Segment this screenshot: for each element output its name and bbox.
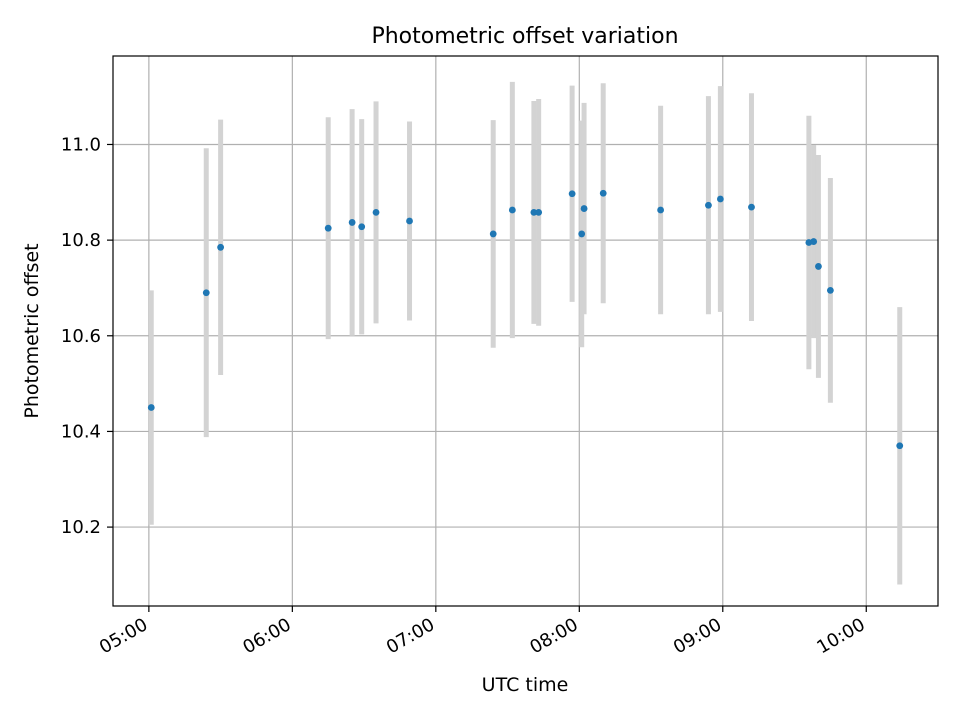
data-point [748,203,755,211]
y-tick-label: 10.8 [61,230,101,251]
data-point [815,263,822,270]
data-point [535,208,543,216]
data-point [202,289,210,297]
plot-frame [112,55,939,607]
y-tick-label: 10.4 [61,421,101,442]
y-tick-label: 10.2 [61,517,101,538]
data-point [705,201,712,209]
data-point [896,442,904,450]
data-point [810,238,818,245]
grid-layer [113,56,938,606]
data-point [324,224,332,232]
point-layer [147,189,904,450]
data-point [599,189,607,197]
data-point [348,219,356,226]
data-point [530,208,538,216]
data-point [489,230,497,238]
data-point [508,206,516,214]
y-axis-label: Photometric offset [21,243,43,418]
data-point [826,286,834,294]
data-point [716,195,724,203]
chart-title: Photometric offset variation [371,24,678,49]
data-point [358,223,366,231]
y-tick-label: 10.6 [61,326,101,347]
data-point [657,206,665,214]
data-point [406,217,413,225]
data-point [217,243,225,251]
y-tick-label: 11.0 [61,134,101,155]
data-point [578,230,586,238]
data-point [580,205,588,212]
data-point [568,190,576,198]
data-point [147,404,155,411]
x-axis-label: UTC time [482,674,569,696]
data-point [372,208,380,216]
